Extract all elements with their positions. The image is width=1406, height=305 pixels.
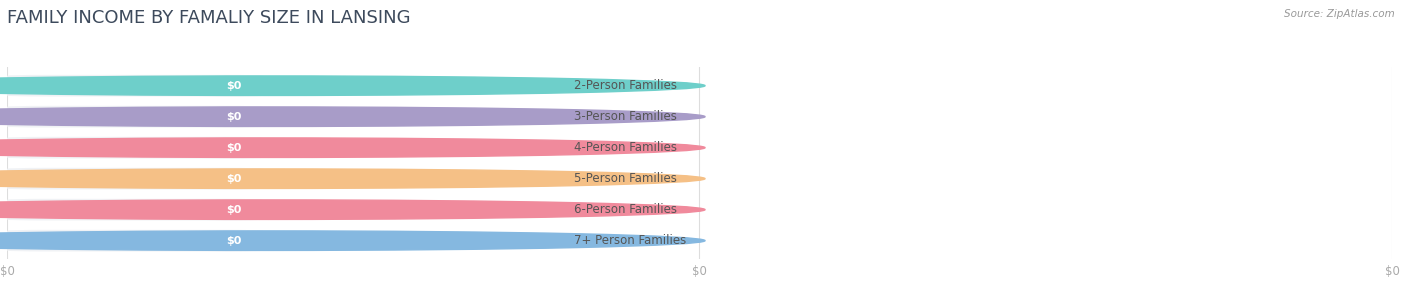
FancyBboxPatch shape bbox=[205, 140, 263, 156]
FancyBboxPatch shape bbox=[7, 230, 263, 252]
FancyBboxPatch shape bbox=[205, 202, 263, 217]
Text: $0: $0 bbox=[226, 205, 242, 215]
FancyBboxPatch shape bbox=[7, 199, 263, 221]
Text: $0: $0 bbox=[226, 236, 242, 246]
Text: 2-Person Families: 2-Person Families bbox=[574, 79, 678, 92]
Text: $0: $0 bbox=[226, 143, 242, 153]
FancyBboxPatch shape bbox=[205, 78, 263, 94]
Text: $0: $0 bbox=[226, 112, 242, 122]
Text: 4-Person Families: 4-Person Families bbox=[574, 141, 678, 154]
Circle shape bbox=[0, 107, 704, 127]
FancyBboxPatch shape bbox=[7, 75, 263, 97]
FancyBboxPatch shape bbox=[205, 171, 263, 186]
FancyBboxPatch shape bbox=[7, 168, 263, 189]
Text: $0: $0 bbox=[226, 174, 242, 184]
FancyBboxPatch shape bbox=[205, 109, 263, 124]
Circle shape bbox=[0, 200, 704, 219]
FancyBboxPatch shape bbox=[205, 233, 263, 249]
Text: 3-Person Families: 3-Person Families bbox=[574, 110, 678, 123]
FancyBboxPatch shape bbox=[7, 137, 263, 159]
Text: Source: ZipAtlas.com: Source: ZipAtlas.com bbox=[1284, 9, 1395, 19]
Circle shape bbox=[0, 138, 704, 157]
Text: FAMILY INCOME BY FAMALIY SIZE IN LANSING: FAMILY INCOME BY FAMALIY SIZE IN LANSING bbox=[7, 9, 411, 27]
Text: 6-Person Families: 6-Person Families bbox=[574, 203, 678, 216]
Circle shape bbox=[0, 231, 704, 250]
Text: 5-Person Families: 5-Person Families bbox=[574, 172, 678, 185]
Text: $0: $0 bbox=[226, 81, 242, 91]
Circle shape bbox=[0, 76, 704, 95]
Text: 7+ Person Families: 7+ Person Families bbox=[574, 234, 686, 247]
FancyBboxPatch shape bbox=[7, 106, 263, 127]
Circle shape bbox=[0, 169, 704, 188]
